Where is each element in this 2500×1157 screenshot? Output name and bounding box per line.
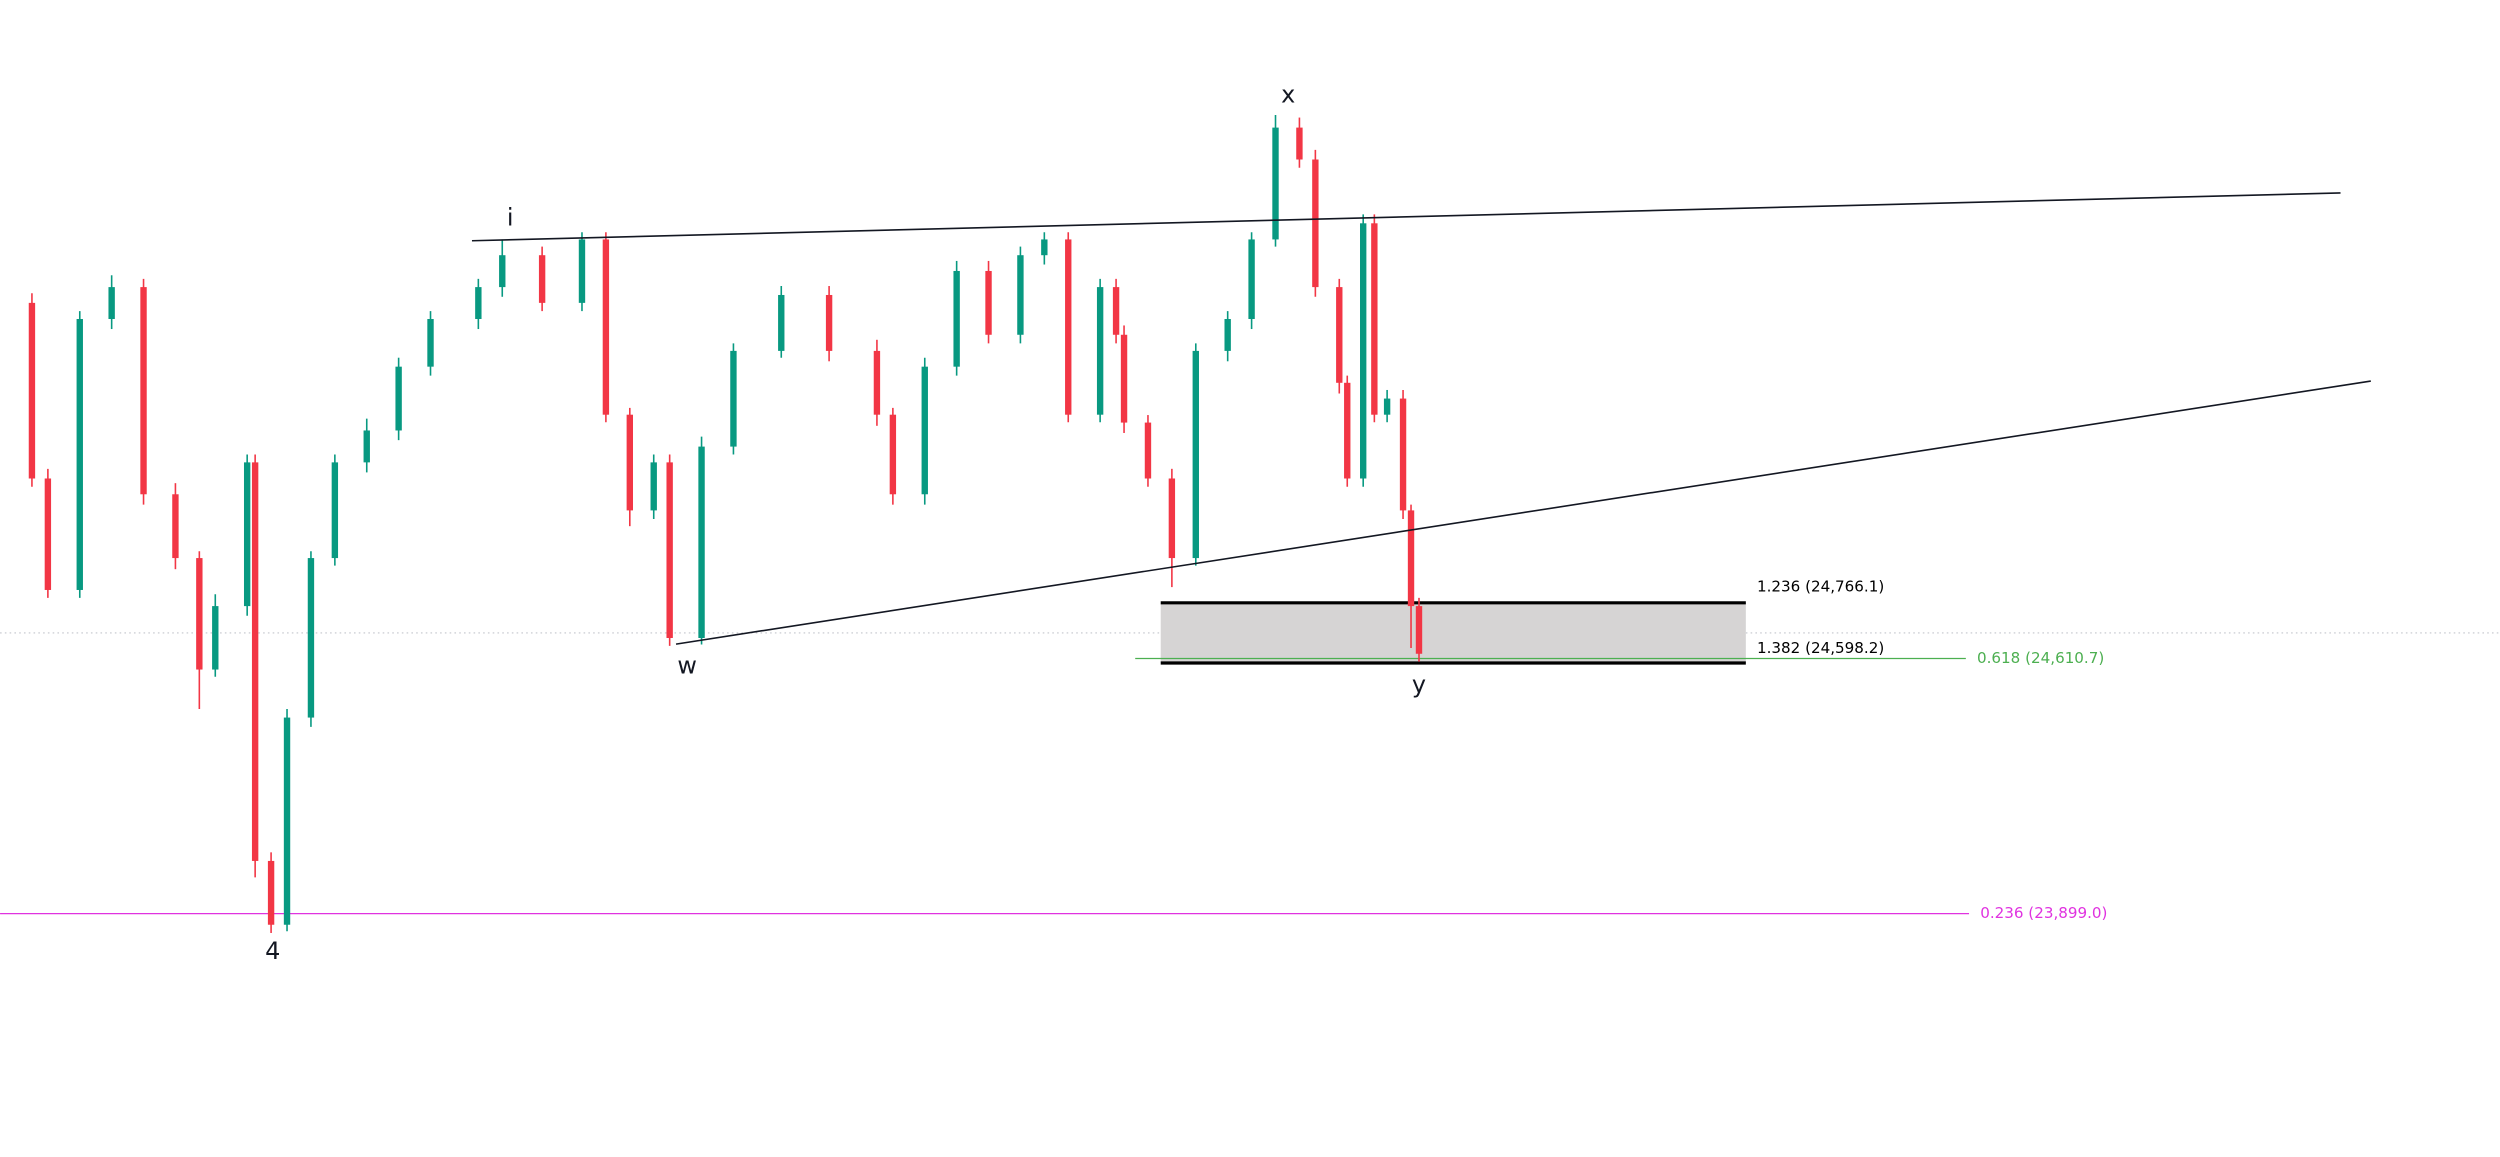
candle-body: [1312, 159, 1319, 288]
candle-body: [395, 366, 402, 431]
candle-body: [1096, 287, 1104, 415]
fib-label: 1.236 (24,766.1): [1757, 577, 1884, 595]
candle-body: [538, 255, 546, 303]
candle-body: [1168, 478, 1176, 559]
candle-body: [1407, 510, 1415, 607]
wave-label: w: [677, 651, 697, 679]
candle-body: [1248, 239, 1255, 319]
candle-body: [108, 287, 115, 319]
plot: [0, 115, 1970, 933]
candle-body: [889, 414, 897, 495]
wave-label: i: [507, 203, 514, 231]
fib-label: 0.236 (23,899.0): [1980, 904, 2107, 922]
candle-body: [921, 366, 928, 495]
candle-body: [499, 255, 506, 288]
candle-body: [778, 294, 785, 351]
candle-body: [76, 318, 83, 590]
candle-body: [873, 350, 881, 415]
candle-body: [172, 494, 179, 559]
candle-body: [1065, 239, 1072, 415]
candle-body: [825, 294, 833, 351]
candle-body: [427, 318, 434, 367]
candle-body: [307, 558, 315, 718]
candle-body: [985, 270, 992, 335]
fib-label: 1.382 (24,598.2): [1757, 639, 1884, 657]
candle-body: [251, 462, 259, 861]
candle-body: [363, 430, 370, 463]
candle-body: [243, 462, 251, 607]
candle-body: [953, 270, 960, 367]
candle-body: [1120, 334, 1128, 423]
fib-zone: [1160, 602, 1746, 664]
candle-body: [1296, 127, 1303, 160]
candle-body: [331, 462, 339, 559]
candle-body: [1360, 223, 1367, 479]
trend-line: [675, 380, 2371, 645]
candle-body: [212, 606, 219, 670]
candle-body: [283, 717, 291, 925]
fib-label: 0.618 (24,610.7): [1977, 649, 2104, 667]
candle-body: [28, 302, 36, 479]
candle-body: [1272, 127, 1279, 240]
candle-body: [698, 446, 705, 638]
candle-body: [602, 239, 610, 415]
candle-body: [140, 287, 147, 495]
candle-body: [1371, 223, 1378, 415]
candle-body: [626, 414, 633, 511]
candle-body: [650, 462, 657, 511]
candle-body: [730, 350, 737, 447]
trend-line: [471, 192, 2341, 242]
candle-body: [267, 860, 275, 925]
candle-body: [1383, 398, 1391, 415]
candle-body: [1336, 287, 1343, 383]
candle-body: [1192, 350, 1199, 559]
candle-body: [1399, 398, 1407, 511]
candle-body: [475, 287, 482, 319]
wave-label: y: [1412, 671, 1426, 699]
candle-body: [1112, 287, 1120, 335]
wave-label: x: [1281, 81, 1295, 109]
candle-body: [196, 558, 203, 670]
candle-body: [44, 478, 52, 590]
candle-body: [1224, 318, 1231, 351]
candle-body: [666, 462, 673, 638]
wave-label: 4: [265, 937, 280, 965]
candle-body: [1041, 239, 1048, 256]
candle-body: [1415, 606, 1423, 654]
candle-body: [1017, 255, 1024, 335]
candle-body: [578, 239, 586, 303]
candle-body: [1344, 382, 1351, 479]
candle-body: [1144, 422, 1152, 479]
